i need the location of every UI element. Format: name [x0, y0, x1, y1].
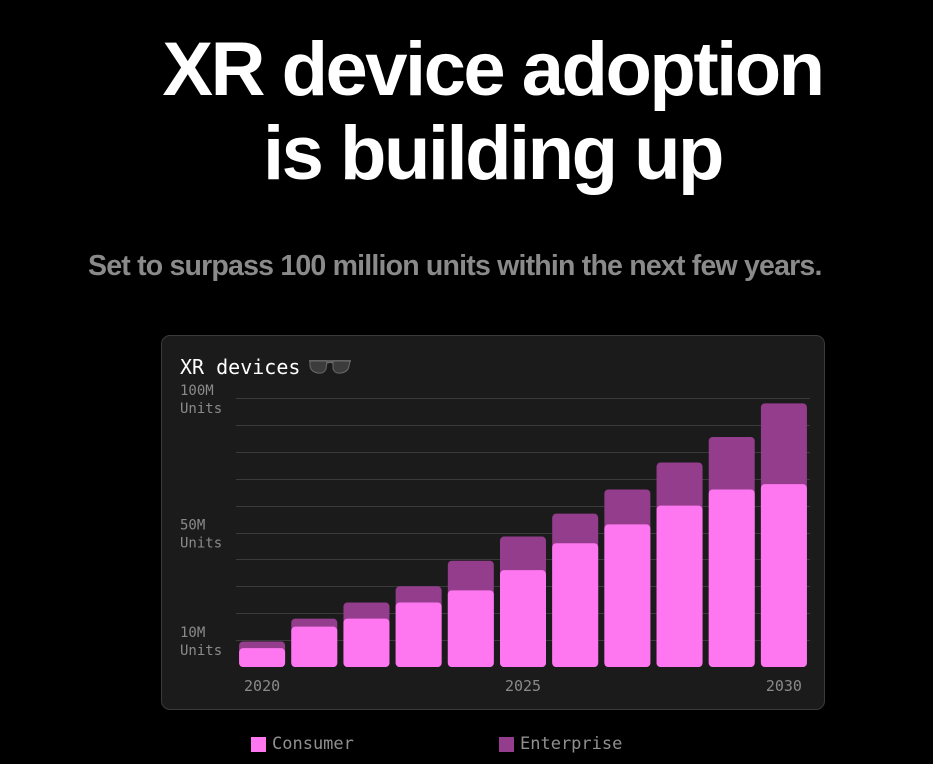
bar-consumer-2027 — [604, 524, 651, 667]
bar-consumer-2025 — [500, 570, 546, 667]
y-tick-sublabel-100: Units — [180, 401, 222, 417]
legend-label-enterprise: Enterprise — [520, 734, 623, 754]
bar-consumer-2030 — [760, 484, 807, 667]
bar-stack-2021 — [291, 618, 338, 667]
bar-stack-2029 — [708, 437, 755, 667]
stacked-bar-chart: 100M Units 50M Units 10M Units 2020 2025 2030 — [180, 383, 810, 695]
bar-stack-2020 — [239, 641, 286, 667]
legend-item-enterprise: Enterprise — [499, 733, 622, 755]
bar-consumer-2021 — [291, 626, 338, 667]
bar-consumer-2020 — [239, 648, 286, 667]
bar-stack-2025 — [500, 536, 546, 667]
sunglasses-icon — [309, 359, 352, 374]
bar-stack-2028 — [656, 462, 703, 667]
legend-swatch-enterprise — [499, 736, 514, 752]
bar-stack-2022 — [343, 602, 390, 667]
legend-item-consumer: Consumer — [251, 733, 354, 755]
bar-stack-2024 — [447, 560, 494, 667]
headline-line-1: XR device adoption — [162, 27, 825, 112]
bar-consumer-2026 — [552, 543, 599, 667]
chart-title: XR devices — [180, 354, 352, 380]
x-tick-label-2025: 2025 — [505, 677, 541, 695]
x-tick-label-2030: 2030 — [766, 677, 802, 695]
bar-consumer-2024 — [447, 590, 494, 667]
bar-consumer-2023 — [395, 602, 442, 667]
subtitle: Set to surpass 100 million units within … — [88, 250, 822, 282]
chart-card: XR devices 100M Units 50M Units 10M Units 2020… — [161, 335, 825, 710]
bar-stack-2023 — [395, 586, 442, 667]
y-tick-label-100: 100M — [180, 383, 214, 399]
legend-swatch-consumer — [251, 736, 266, 752]
y-tick-label-50: 50M — [180, 518, 205, 534]
chart-legend: Consumer Enterprise — [251, 733, 671, 755]
bar-stack-2027 — [604, 489, 651, 667]
headline-line-2: is building up — [263, 111, 724, 196]
bar-consumer-2028 — [656, 505, 703, 667]
y-tick-sublabel-50: Units — [180, 536, 222, 552]
chart-title-text: XR devices — [180, 355, 301, 379]
y-tick-sublabel-10: Units — [180, 643, 222, 659]
bar-consumer-2022 — [343, 618, 390, 667]
legend-label-consumer: Consumer — [272, 734, 354, 754]
bar-consumer-2029 — [708, 489, 755, 667]
bar-stack-2030 — [760, 403, 807, 667]
headline: XR device adoption is building up — [0, 28, 933, 196]
bar-stack-2026 — [552, 513, 599, 667]
y-tick-label-10: 10M — [180, 625, 205, 641]
x-tick-label-2020: 2020 — [244, 677, 280, 695]
